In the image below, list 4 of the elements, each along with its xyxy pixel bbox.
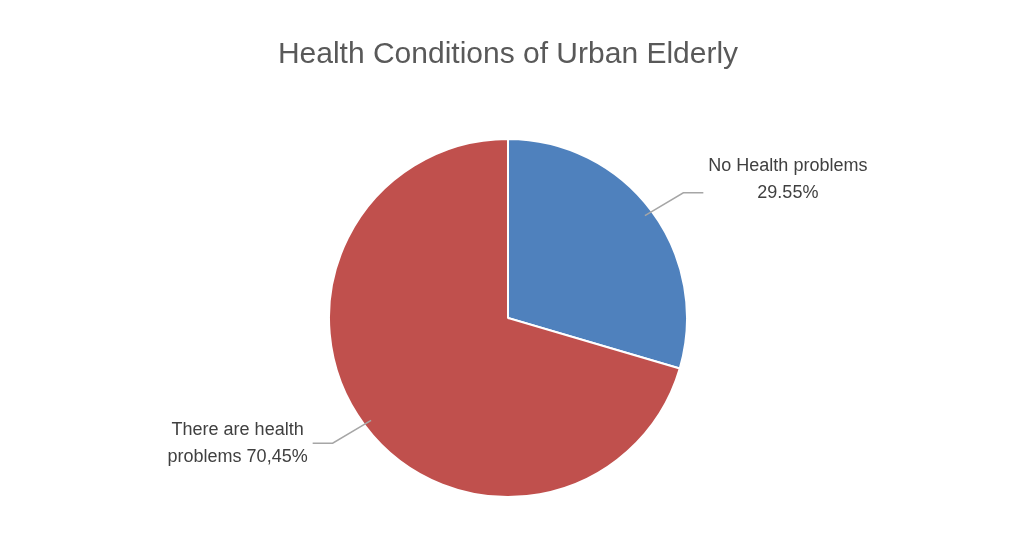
chart-title: Health Conditions of Urban Elderly bbox=[277, 36, 739, 70]
data-label: 29.55% bbox=[757, 181, 819, 202]
slice-label: There are health problems 70,45% bbox=[167, 418, 308, 466]
slice-label: No Health problems bbox=[708, 154, 868, 175]
